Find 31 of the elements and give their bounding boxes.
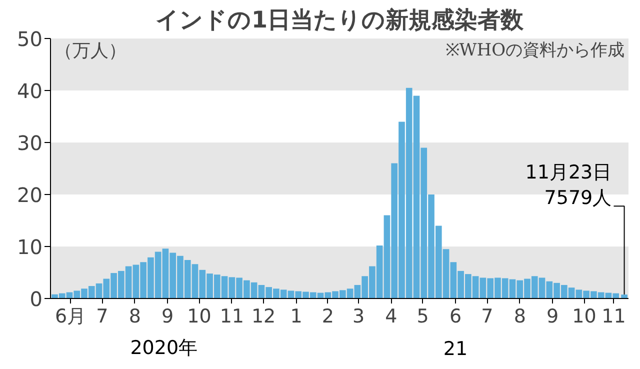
x-tick-label: 3 [352,306,365,328]
text: 2020年 [130,337,198,360]
x-tick-label: 5 [416,306,429,328]
x-tick-label: 4 [385,306,398,328]
x-tick-label: 9 [546,306,559,328]
y-tick-label: 10 [17,235,43,259]
y-tick-label: 0 [30,287,43,311]
x-tick-label: 6 [449,306,462,328]
x-tick-label: 11 [602,306,626,328]
x-tick-label: 7 [96,306,108,328]
x-tick-label: 10 [572,306,596,328]
x-tick-label: 8 [128,306,141,328]
x-tick-label: 12 [251,306,276,328]
chart-title: インドの1日当たりの新規感染者数 [156,6,524,34]
y-tick-label: 30 [17,131,43,155]
text: 21 [443,338,468,360]
x-tick-label: 11 [220,306,244,328]
x-tick-label: 8 [514,306,526,328]
x-tick-label: 1 [290,306,302,328]
annotation: ※WHOの資料から作成 [445,40,625,60]
annotation: 11月23日 7579人 [525,162,612,210]
y-tick-label: 20 [17,183,43,207]
y-tick-label: 50 [17,27,43,51]
x-tick-label: 9 [162,306,174,328]
y-tick-label: 40 [17,79,43,103]
x-tick-label: 2 [322,306,334,328]
x-tick-label: 7 [481,306,494,328]
x-tick-label: 10 [187,306,212,328]
bar [621,294,628,298]
y-axis-title: （万人） [54,40,126,62]
x-tick-label: 6月 [54,306,86,328]
